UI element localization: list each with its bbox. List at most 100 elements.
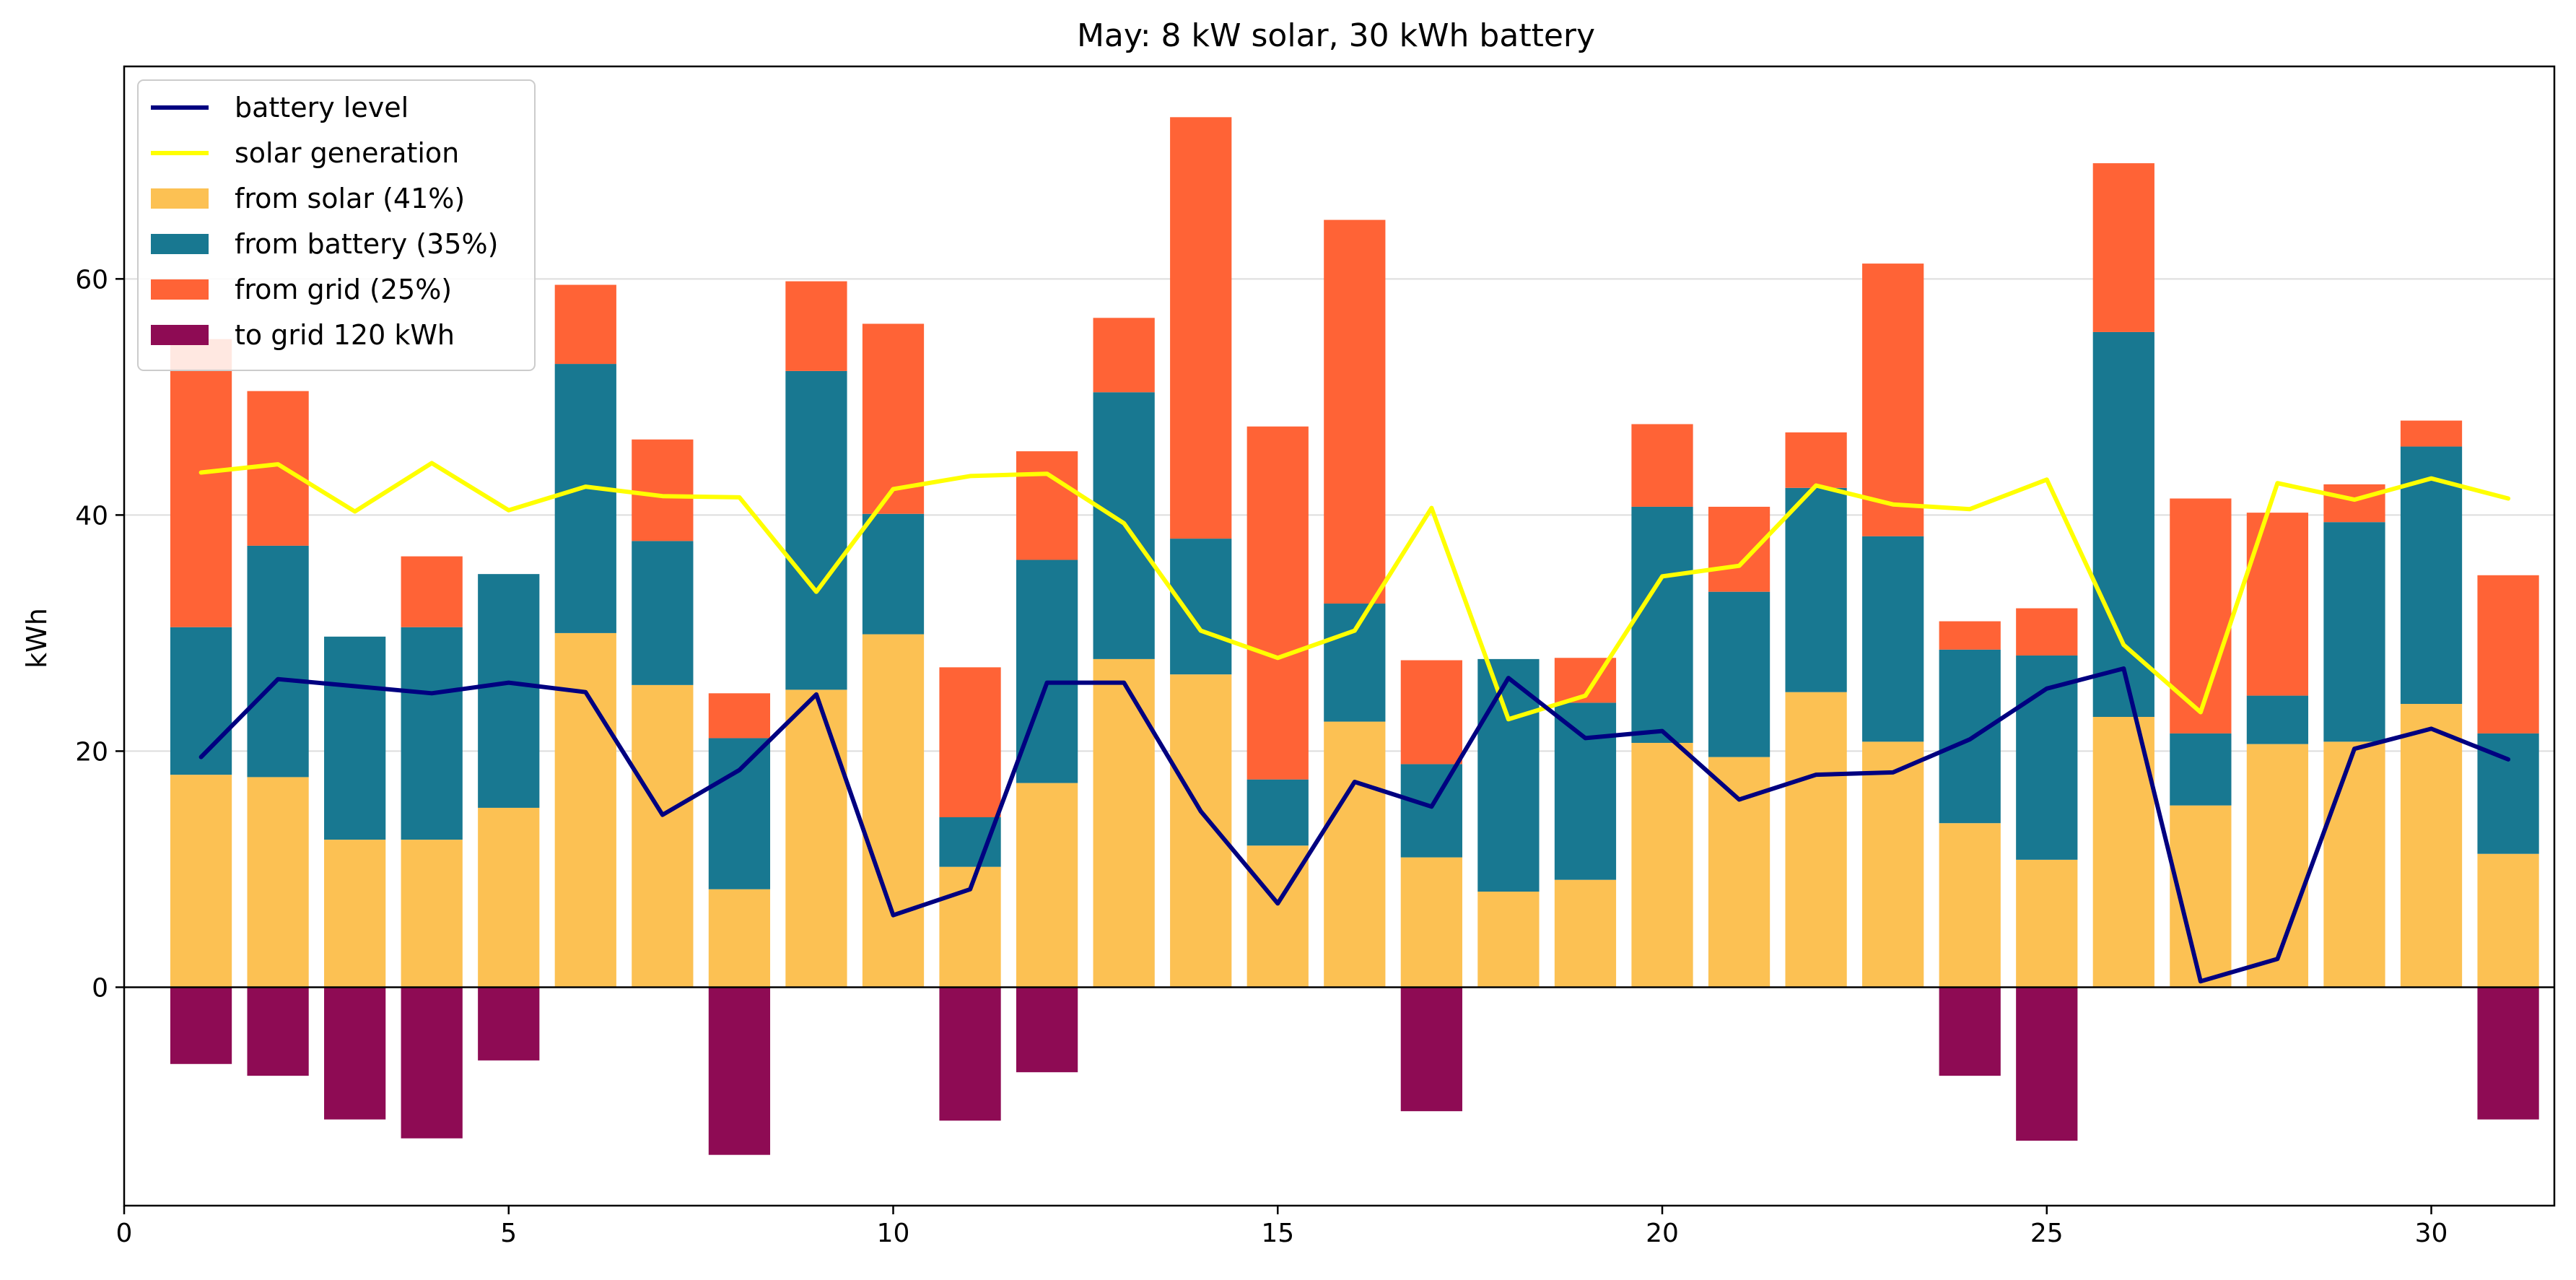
legend-label-battery-level: battery level <box>235 92 409 123</box>
x-tick-label: 15 <box>1261 1219 1294 1248</box>
bar-grid-23 <box>1862 264 1924 536</box>
legend-swatch-from-grid <box>151 279 209 300</box>
bar-solar-23 <box>1862 741 1924 988</box>
bar-grid-11 <box>939 667 1001 818</box>
bar-grid-7 <box>632 439 694 541</box>
x-tick-label: 30 <box>2415 1219 2448 1248</box>
bar-solar-12 <box>1016 783 1078 988</box>
bar-battery-7 <box>632 541 694 685</box>
bar-battery-11 <box>939 817 1001 867</box>
legend-box <box>137 79 536 371</box>
bar-battery-20 <box>1631 506 1693 743</box>
y-tick-label: 40 <box>75 501 108 531</box>
bar-solar-16 <box>1324 721 1386 988</box>
bars <box>170 117 2539 1155</box>
series-lines <box>198 461 2511 984</box>
bar-grid-30 <box>2400 420 2463 447</box>
x-tick-label: 20 <box>1646 1219 1679 1248</box>
bar-solar-24 <box>1939 823 2001 988</box>
bar-solar-1 <box>170 775 232 988</box>
bar-battery-29 <box>2323 522 2385 742</box>
bar-battery-19 <box>1554 702 1617 880</box>
bar-battery-23 <box>1862 536 1924 742</box>
x-tick-label: 25 <box>2030 1219 2064 1248</box>
bar-solar-2 <box>247 777 309 988</box>
bar-solar-14 <box>1170 674 1232 988</box>
bar-solar-25 <box>2016 859 2078 988</box>
bar-to-grid-25 <box>2016 987 2078 1141</box>
bar-battery-6 <box>554 364 616 633</box>
chart-title: May: 8 kW solar, 30 kWh battery <box>1077 17 1595 54</box>
bar-grid-25 <box>2016 608 2078 656</box>
bar-solar-20 <box>1631 742 1693 988</box>
bar-grid-28 <box>2246 513 2309 696</box>
x-tick-label: 10 <box>877 1219 910 1248</box>
bar-battery-8 <box>708 738 771 889</box>
bar-battery-21 <box>1708 591 1771 757</box>
bar-grid-29 <box>2323 484 2385 523</box>
bar-battery-1 <box>170 627 232 775</box>
bar-battery-2 <box>247 545 309 778</box>
bar-solar-26 <box>2092 717 2154 988</box>
bar-to-grid-17 <box>1400 987 1462 1112</box>
bar-solar-5 <box>478 807 540 988</box>
legend-label-solar-generation: solar generation <box>235 137 459 169</box>
bar-to-grid-8 <box>708 987 771 1155</box>
bar-battery-26 <box>2092 331 2154 718</box>
battery-level-line <box>198 666 2511 984</box>
bar-solar-7 <box>632 684 694 988</box>
bar-battery-15 <box>1246 779 1309 846</box>
bar-grid-9 <box>785 281 847 371</box>
axis-ticks: 0 5 10 15 20 25 30 0 20 40 60 <box>75 265 2448 1248</box>
bar-solar-13 <box>1093 658 1155 988</box>
bar-grid-12 <box>1016 451 1078 560</box>
plot-frame <box>123 65 2556 1207</box>
bar-battery-30 <box>2400 446 2463 705</box>
bar-grid-21 <box>1708 506 1771 592</box>
x-tick-label: 0 <box>116 1219 133 1248</box>
bar-to-grid-24 <box>1939 987 2001 1076</box>
legend: battery level solar generation from solar … <box>137 79 536 371</box>
bar-to-grid-3 <box>324 987 386 1120</box>
bar-to-grid-11 <box>939 987 1001 1121</box>
bar-to-grid-5 <box>478 987 540 1061</box>
bar-grid-1 <box>170 339 232 627</box>
bar-grid-20 <box>1631 424 1693 507</box>
bar-grid-10 <box>862 323 925 514</box>
legend-label-from-grid: from grid (25%) <box>235 274 452 305</box>
bar-grid-8 <box>708 693 771 739</box>
bar-solar-21 <box>1708 757 1771 988</box>
bar-battery-18 <box>1477 658 1540 892</box>
bar-battery-14 <box>1170 539 1232 675</box>
solar-generation-line <box>198 461 2511 722</box>
bar-solar-10 <box>862 634 925 988</box>
bar-battery-25 <box>2016 655 2078 860</box>
bar-battery-22 <box>1785 487 1847 692</box>
y-axis-label: kWh <box>21 608 53 669</box>
bar-to-grid-2 <box>247 987 309 1076</box>
bar-solar-4 <box>401 840 463 988</box>
bar-grid-27 <box>2170 498 2232 733</box>
bar-battery-5 <box>478 574 540 808</box>
bar-grid-15 <box>1246 426 1309 780</box>
bar-battery-27 <box>2170 733 2232 806</box>
bar-solar-17 <box>1400 857 1462 988</box>
bar-battery-16 <box>1324 604 1386 722</box>
bar-grid-31 <box>2477 575 2539 733</box>
bar-grid-26 <box>2092 163 2154 332</box>
legend-swatch-from-solar <box>151 188 209 209</box>
bar-grid-17 <box>1400 660 1462 765</box>
legend-label-to-grid: to grid 120 kWh <box>235 319 455 351</box>
bar-solar-22 <box>1785 692 1847 988</box>
bar-solar-3 <box>324 840 386 988</box>
bar-to-grid-1 <box>170 987 232 1064</box>
legend-label-from-solar: from solar (41%) <box>235 183 465 214</box>
bar-battery-10 <box>862 513 925 635</box>
bar-solar-30 <box>2400 704 2463 988</box>
bar-solar-6 <box>554 632 616 988</box>
bar-battery-28 <box>2246 695 2309 744</box>
y-tick-label: 20 <box>75 737 108 767</box>
bar-solar-18 <box>1477 892 1540 988</box>
